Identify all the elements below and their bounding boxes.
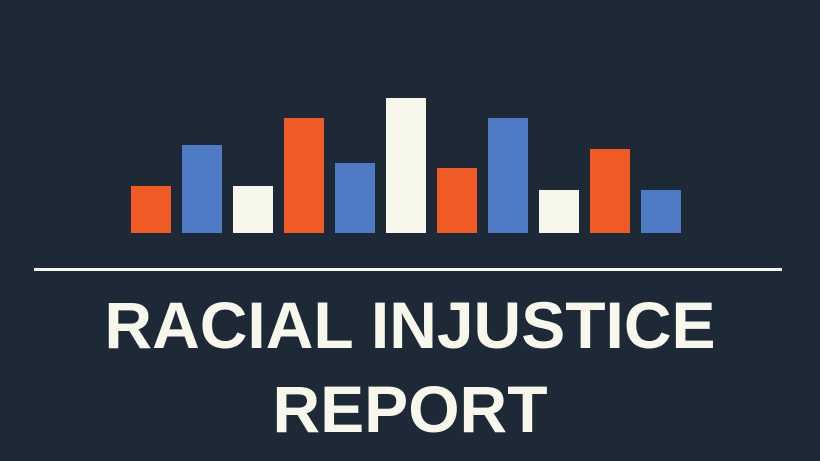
- decorative-bar: [233, 186, 273, 233]
- decorative-bar-graphic: [131, 98, 681, 233]
- decorative-bar: [539, 190, 579, 233]
- report-title-line-1: RACIAL INJUSTICE: [104, 288, 716, 362]
- decorative-bar: [131, 186, 171, 233]
- decorative-bar: [182, 145, 222, 233]
- decorative-bar: [335, 163, 375, 233]
- decorative-bar: [488, 118, 528, 233]
- decorative-bar: [590, 149, 630, 233]
- report-title-line-2: REPORT: [272, 372, 548, 446]
- decorative-bar: [437, 168, 477, 233]
- decorative-bar: [386, 98, 426, 233]
- divider-line: [34, 268, 782, 271]
- decorative-bar: [641, 190, 681, 233]
- decorative-bar: [284, 118, 324, 233]
